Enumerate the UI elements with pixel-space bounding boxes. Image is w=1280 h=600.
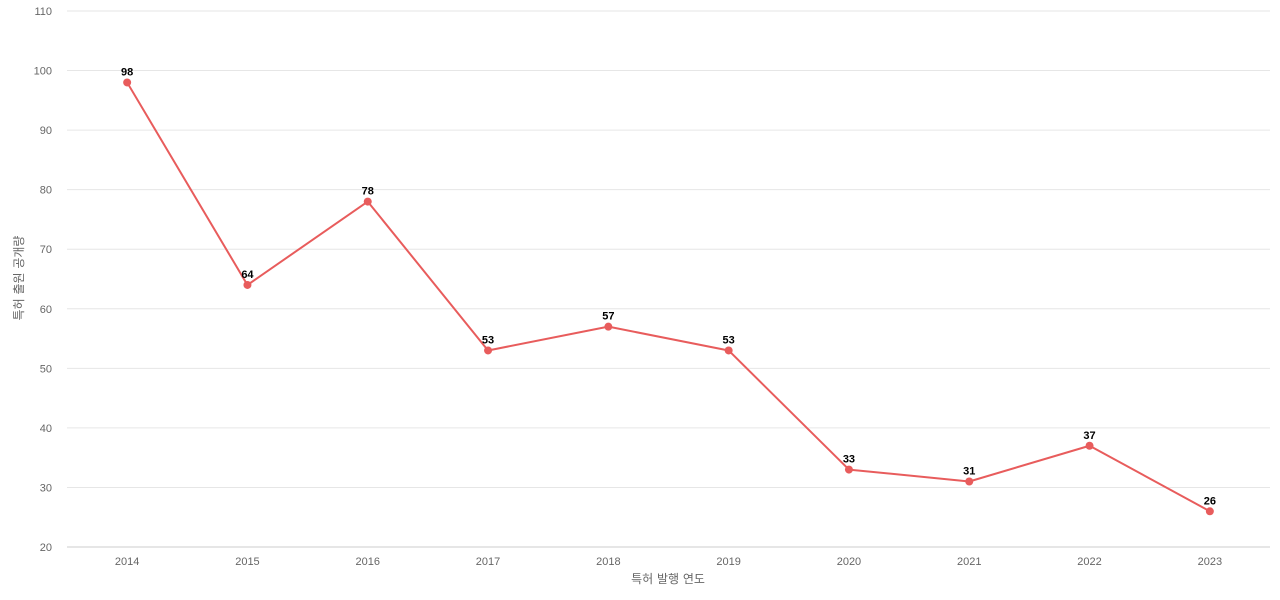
data-label: 57: [602, 311, 614, 323]
data-label: 98: [121, 66, 133, 78]
data-label: 64: [241, 269, 254, 281]
data-label: 53: [723, 334, 735, 346]
y-tick-label: 30: [40, 482, 52, 494]
data-label: 37: [1083, 430, 1095, 442]
grid-layer: [67, 10, 1270, 488]
data-label-layer: 98 64 78 53 57 53 33 31 37 26: [121, 66, 1216, 507]
x-tick-label: 2014: [115, 556, 139, 568]
y-tick-label: 80: [40, 185, 52, 197]
data-point[interactable]: [604, 322, 613, 331]
x-tick-label: 2021: [957, 556, 981, 568]
data-point[interactable]: [1205, 507, 1214, 516]
x-axis-title: 특허 발행 연도: [631, 571, 705, 586]
x-tick-label: 2020: [837, 556, 861, 568]
x-tick-label: 2023: [1198, 556, 1222, 568]
data-label: 33: [843, 454, 855, 466]
data-label: 53: [482, 334, 494, 346]
x-tick-label: 2015: [235, 556, 259, 568]
data-point[interactable]: [123, 78, 132, 87]
data-label: 26: [1204, 495, 1216, 507]
x-tick-label: 2022: [1077, 556, 1101, 568]
x-tick-label: 2017: [476, 556, 500, 568]
data-point[interactable]: [243, 280, 252, 289]
x-tick-label: 2016: [356, 556, 380, 568]
data-point[interactable]: [484, 346, 493, 355]
data-point[interactable]: [844, 465, 853, 474]
data-label: 78: [362, 186, 374, 198]
y-tick-label: 100: [34, 66, 52, 78]
y-tick-label: 70: [40, 244, 52, 256]
y-tick-label: 50: [40, 363, 52, 375]
y-tick-label: 110: [34, 6, 52, 18]
y-tick-label: 20: [40, 542, 52, 554]
y-tick-label: 60: [40, 304, 52, 316]
series-layer: [123, 78, 1214, 516]
series-line: [126, 81, 1211, 513]
data-point[interactable]: [724, 346, 733, 355]
axis-layer: 20 30 40 50 60 70 80 90 100 110 2014 2015 2016 2017 20…: [34, 6, 1270, 568]
x-tick-label: 2019: [716, 556, 740, 568]
data-point[interactable]: [965, 477, 974, 486]
y-tick-label: 40: [40, 423, 52, 435]
data-point[interactable]: [363, 197, 372, 206]
data-point[interactable]: [1085, 441, 1094, 450]
x-tick-label: 2018: [596, 556, 620, 568]
data-label: 31: [963, 465, 975, 477]
y-tick-label: 90: [40, 125, 52, 137]
y-axis-title: 특허 출원 공개량: [12, 236, 26, 321]
